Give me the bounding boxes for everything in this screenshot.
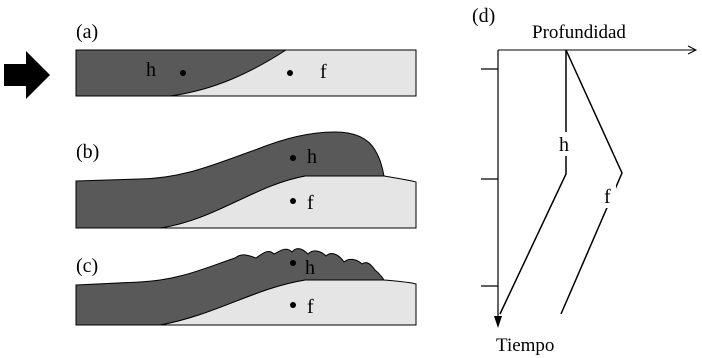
panel-c-dark-layer [75, 248, 385, 326]
panel-b-h-label: h [307, 146, 317, 168]
panel-b: (b) h f [75, 131, 417, 229]
panel-c: (c) h f [75, 248, 417, 326]
panel-a-f-point [287, 70, 293, 76]
panel-a-label: (a) [76, 21, 98, 43]
input-arrow-icon [4, 51, 50, 99]
panel-c-f-label: f [307, 296, 314, 318]
curve-f-label: f [604, 186, 611, 208]
curve-h-label: h [559, 134, 569, 156]
curve-f [560, 49, 623, 315]
y-axis-label: Tiempo [496, 335, 554, 356]
panel-d-plot: (d) Profundidad Tiempo h f [472, 5, 698, 356]
panel-b-f-label: f [307, 192, 314, 214]
curve-f-label-bg [602, 184, 616, 208]
curve-h [499, 50, 567, 315]
panel-a-f-label: f [320, 61, 327, 83]
panel-c-f-point [290, 302, 296, 308]
panel-b-f-point [290, 198, 296, 204]
x-axis-label: Profundidad [532, 22, 626, 43]
y-axis-arrow-icon [494, 316, 502, 328]
panel-c-label: (c) [76, 255, 98, 277]
panel-c-h-label: h [305, 257, 315, 279]
panel-b-h-point [290, 155, 296, 161]
panel-a: (a) h f [75, 21, 417, 97]
panel-d-label: (d) [472, 5, 495, 27]
panel-a-h-label: h [146, 59, 156, 81]
x-axis-arrow-icon [687, 45, 698, 55]
panel-c-h-point [290, 260, 296, 266]
panel-a-h-point [180, 70, 186, 76]
panel-b-label: (b) [76, 141, 99, 163]
curve-h-label-bg [557, 132, 573, 156]
panel-b-dark-layer [75, 131, 385, 229]
